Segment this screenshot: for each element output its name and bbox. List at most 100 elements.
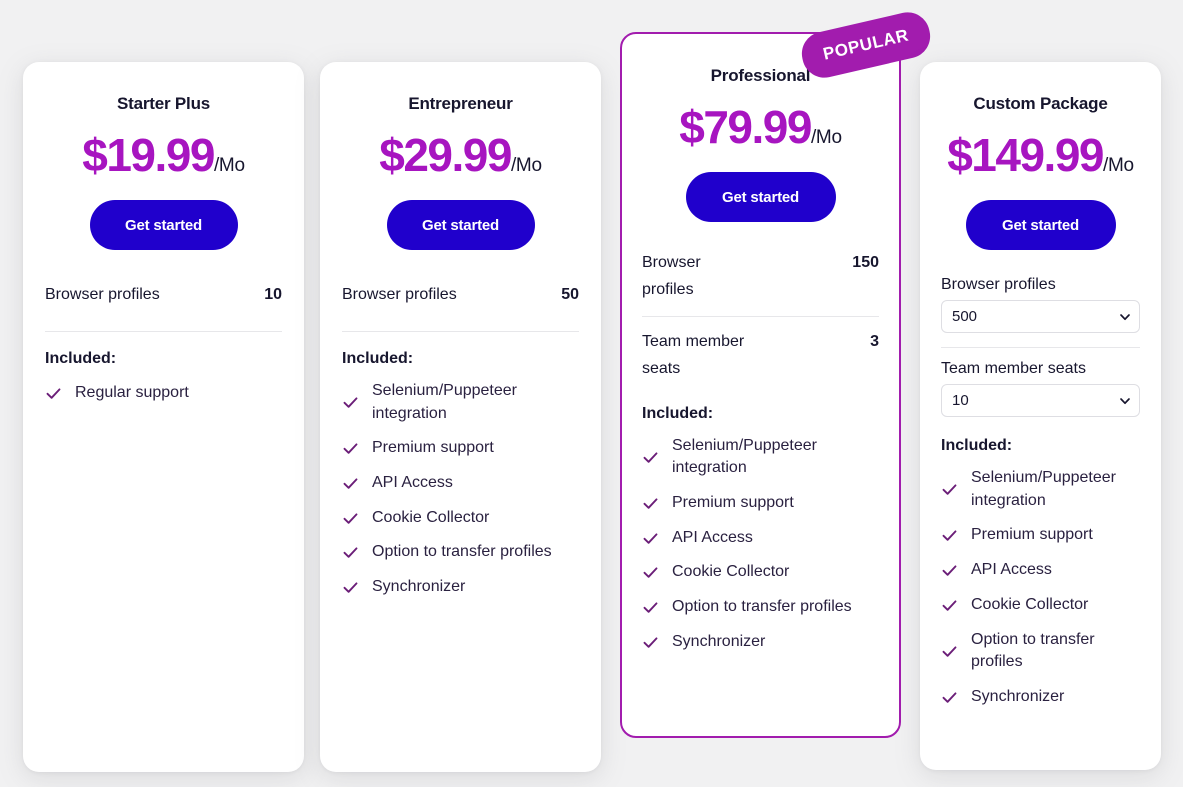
select-label-browser-profiles: Browser profiles — [941, 276, 1056, 293]
get-started-button[interactable]: Get started — [685, 172, 836, 222]
list-item: Cookie Collector — [342, 507, 579, 530]
metric-value: 50 — [561, 286, 579, 303]
feature-label: API Access — [372, 474, 453, 492]
price-amount: $19.99 — [82, 129, 215, 181]
pricing-card-custom-package: Custom Package $149.99/Mo Get started Br… — [920, 62, 1161, 770]
metric-label: Browser profiles — [45, 286, 160, 303]
list-item: Premium support — [342, 437, 579, 460]
price-row: $149.99/Mo — [941, 128, 1140, 182]
included-title: Included: — [342, 349, 414, 367]
list-item: Premium support — [642, 492, 879, 515]
price-period: /Mo — [1103, 155, 1134, 176]
list-item: Synchronizer — [941, 686, 1140, 709]
divider — [342, 330, 579, 332]
check-icon — [942, 484, 957, 495]
price-amount: $79.99 — [679, 101, 812, 153]
feature-label: Option to transfer profiles — [971, 630, 1095, 671]
check-icon — [942, 600, 957, 611]
feature-label: Cookie Collector — [372, 508, 490, 526]
get-started-button[interactable]: Get started — [89, 200, 238, 250]
check-icon — [343, 513, 358, 524]
list-item: Option to transfer profiles — [342, 541, 579, 564]
check-icon — [643, 602, 658, 613]
pricing-card-entrepreneur: Entrepreneur $29.99/Mo Get started Brows… — [320, 62, 601, 772]
metric-value: 3 — [870, 332, 879, 350]
list-item: Regular support — [45, 382, 282, 405]
feature-list: Selenium/Puppeteer integration Premium s… — [342, 380, 579, 599]
check-icon — [942, 692, 957, 703]
list-item: Synchronizer — [342, 576, 579, 599]
divider — [941, 347, 1140, 348]
list-item: Option to transfer profiles — [642, 596, 879, 619]
plan-title: Custom Package — [973, 94, 1108, 113]
price-amount: $149.99 — [947, 129, 1104, 181]
check-icon — [942, 565, 957, 576]
metric-browser-profiles: Browser profiles 10 — [45, 282, 282, 309]
browser-profiles-select[interactable]: 500 — [941, 300, 1140, 333]
metric-team-seats: Team member seats 3 — [642, 329, 879, 383]
feature-label: API Access — [672, 528, 753, 546]
metric-value: 150 — [852, 254, 879, 271]
feature-list: Selenium/Puppeteer integration Premium s… — [941, 467, 1140, 709]
feature-label: Cookie Collector — [672, 563, 790, 581]
check-icon — [643, 567, 658, 578]
check-icon — [343, 478, 358, 489]
list-item: Cookie Collector — [642, 561, 879, 584]
browser-profiles-select-wrap: 500 — [941, 300, 1140, 333]
price-period: /Mo — [510, 155, 542, 176]
list-item: Synchronizer — [642, 631, 879, 654]
feature-label: Selenium/Puppeteer integration — [372, 381, 517, 422]
metric-value: 10 — [264, 286, 282, 303]
feature-label: API Access — [971, 561, 1052, 579]
list-item: API Access — [941, 559, 1140, 582]
pricing-card-starter-plus: Starter Plus $19.99/Mo Get started Brows… — [23, 62, 304, 772]
get-started-button[interactable]: Get started — [965, 200, 1116, 250]
check-icon — [343, 547, 358, 559]
metric-label: Team member seats — [642, 332, 745, 377]
feature-list: Regular support — [45, 382, 282, 405]
price-period: /Mo — [810, 127, 842, 148]
feature-label: Premium support — [971, 526, 1093, 544]
get-started-button[interactable]: Get started — [386, 200, 535, 250]
feature-label: Synchronizer — [672, 632, 766, 650]
list-item: Selenium/Puppeteer integration — [342, 380, 579, 425]
price-row: $79.99/Mo — [642, 100, 879, 154]
team-seats-select[interactable]: 10 — [941, 384, 1140, 417]
check-icon — [643, 637, 658, 648]
list-item: Option to transfer profiles — [941, 629, 1140, 674]
metric-label: Browser profiles — [642, 254, 701, 298]
list-item: Premium support — [941, 524, 1140, 547]
metric-label: Browser profiles — [342, 286, 457, 303]
included-title: Included: — [941, 437, 1013, 454]
list-item: Selenium/Puppeteer integration — [941, 467, 1140, 512]
check-icon — [643, 532, 658, 544]
list-item: API Access — [342, 472, 579, 495]
plan-title: Entrepreneur — [408, 94, 513, 113]
divider — [45, 330, 282, 332]
included-title: Included: — [45, 349, 117, 367]
check-icon — [343, 582, 358, 593]
plan-title: Professional — [710, 66, 811, 85]
list-item: Selenium/Puppeteer integration — [642, 435, 879, 480]
check-icon — [46, 388, 61, 399]
plan-title: Starter Plus — [116, 94, 211, 113]
feature-label: Option to transfer profiles — [372, 543, 552, 561]
feature-label: Regular support — [75, 383, 189, 401]
select-label-team-seats: Team member seats — [941, 360, 1086, 377]
price-row: $29.99/Mo — [342, 128, 579, 182]
check-icon — [643, 498, 658, 509]
feature-label: Synchronizer — [372, 578, 466, 596]
check-icon — [942, 530, 957, 542]
feature-list: Selenium/Puppeteer integration Premium s… — [642, 435, 879, 654]
list-item: API Access — [642, 527, 879, 550]
feature-label: Synchronizer — [971, 688, 1065, 706]
divider — [642, 315, 879, 317]
check-icon — [643, 452, 658, 463]
feature-label: Selenium/Puppeteer integration — [971, 469, 1116, 509]
list-item: Cookie Collector — [941, 594, 1140, 617]
check-icon — [343, 397, 358, 408]
feature-label: Premium support — [672, 493, 794, 511]
metric-browser-profiles: Browser profiles 150 — [642, 250, 879, 304]
price-row: $19.99/Mo — [45, 128, 282, 182]
